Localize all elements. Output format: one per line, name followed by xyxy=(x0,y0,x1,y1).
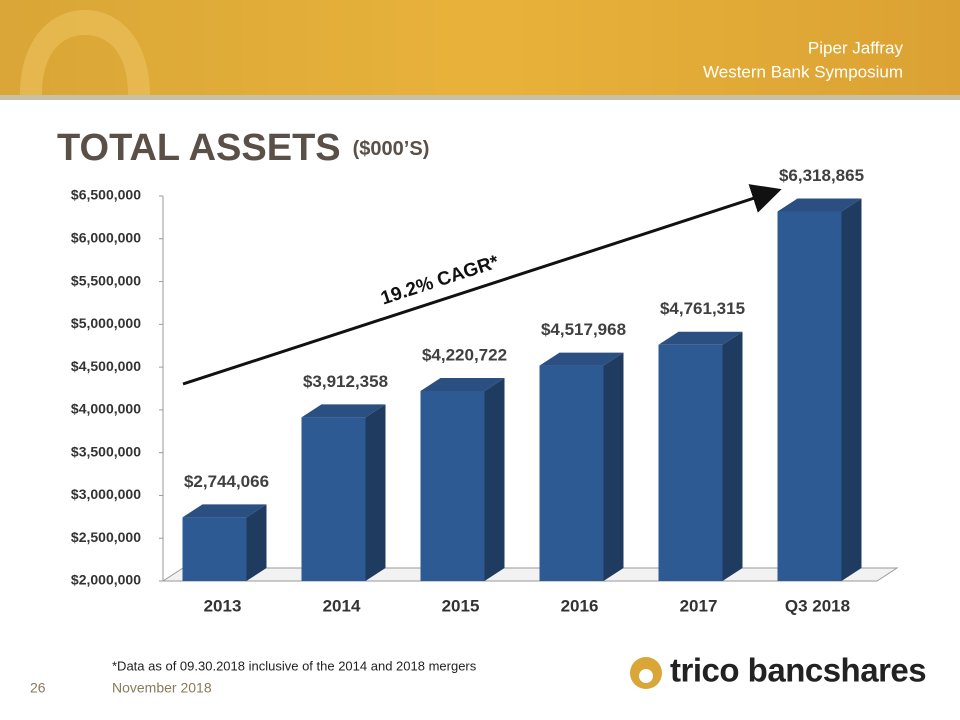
x-tick-label: 2017 xyxy=(680,596,718,615)
bar-front xyxy=(301,417,366,581)
logo: trico bancshares xyxy=(630,652,927,689)
y-tick-label: $4,000,000 xyxy=(71,401,141,417)
y-tick-label: $5,500,000 xyxy=(71,272,141,288)
value-label: $6,318,865 xyxy=(779,166,864,185)
chart-title: TOTAL ASSETS xyxy=(57,127,341,169)
y-tick-label: $6,000,000 xyxy=(71,229,141,245)
bar-top xyxy=(301,404,386,418)
y-tick-label: $3,500,000 xyxy=(71,443,141,459)
header-ornament xyxy=(20,10,150,95)
y-tick-label: $2,000,000 xyxy=(71,572,141,588)
y-tick-label: $3,000,000 xyxy=(71,486,141,502)
bar xyxy=(539,352,624,581)
event-line: Piper Jaffray xyxy=(808,38,904,57)
footnote: *Data as of 09.30.2018 inclusive of the … xyxy=(112,658,477,673)
bar-top xyxy=(420,378,505,392)
x-tick-label: 2015 xyxy=(442,596,480,615)
bar xyxy=(420,378,505,581)
bar-front xyxy=(539,365,604,581)
bar-side xyxy=(484,378,505,581)
bar-front xyxy=(777,211,842,581)
logo-text: trico bancshares xyxy=(670,652,926,689)
bar-top xyxy=(777,198,862,212)
page-number: 26 xyxy=(30,680,46,696)
bar xyxy=(777,198,862,581)
bar-side xyxy=(246,504,267,581)
y-tick-label: $2,500,000 xyxy=(71,529,141,545)
plot: $2,000,000 $2,500,000 $3,000,000 $3,500,000… xyxy=(71,166,899,615)
bar-side xyxy=(841,198,862,581)
value-label: $4,517,968 xyxy=(541,320,626,339)
value-label: $2,744,066 xyxy=(184,472,269,491)
bar-side xyxy=(722,331,743,581)
bar-top xyxy=(539,352,624,366)
logo-icon-inner xyxy=(639,669,653,683)
value-label: $4,761,315 xyxy=(660,299,745,318)
x-tick-label: 2014 xyxy=(323,596,361,615)
date: November 2018 xyxy=(112,680,212,696)
x-tick-label: Q3 2018 xyxy=(785,596,850,615)
y-tick-label: $4,500,000 xyxy=(71,358,141,374)
header-rule xyxy=(0,95,960,100)
bar xyxy=(301,404,386,581)
bar-top xyxy=(658,331,743,345)
bar-front xyxy=(420,391,485,581)
header-band xyxy=(0,0,960,95)
value-label: $4,220,722 xyxy=(422,345,507,364)
x-tick-label: 2013 xyxy=(204,596,242,615)
x-tick-label: 2016 xyxy=(561,596,599,615)
trend-arrow xyxy=(182,184,782,386)
y-tick-label: $5,000,000 xyxy=(71,315,141,331)
value-label: $3,912,358 xyxy=(303,372,388,391)
event-line: Western Bank Symposium xyxy=(703,62,903,81)
bar-front xyxy=(182,517,247,581)
y-tick-label: $6,500,000 xyxy=(71,187,141,203)
bar-top xyxy=(182,504,267,518)
bar-side xyxy=(365,404,386,581)
bar xyxy=(182,504,267,581)
bar-side xyxy=(603,352,624,581)
bar xyxy=(658,331,743,581)
chart-subtitle: ($000’S) xyxy=(353,138,430,160)
title: TOTAL ASSETS ($000’S) xyxy=(57,127,429,169)
bar-front xyxy=(658,344,723,581)
